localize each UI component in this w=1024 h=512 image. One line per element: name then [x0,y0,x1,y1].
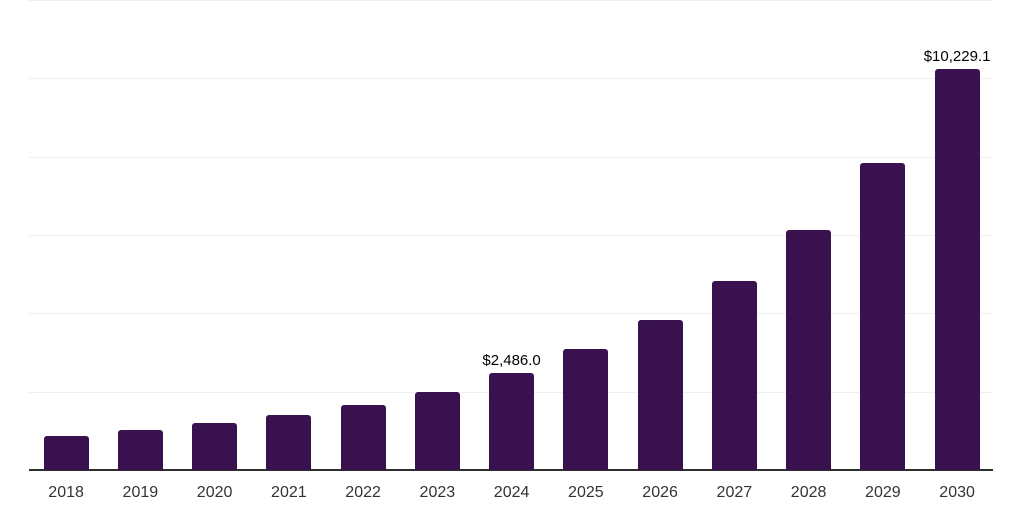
bar-2025[interactable] [563,349,609,470]
bar-2026[interactable] [637,319,683,470]
bar-2030[interactable] [934,69,980,470]
x-axis-label-2024: 2024 [493,484,530,501]
x-axis-label-2027: 2027 [716,484,753,501]
data-label-2024: $2,486.0 [482,351,541,369]
x-axis-label-2020: 2020 [196,484,233,501]
bar-2027[interactable] [711,281,757,470]
x-axis-label-2018: 2018 [48,484,84,501]
x-axis-label-2023: 2023 [419,484,456,501]
bar-2029[interactable] [860,163,906,470]
bar-2019[interactable] [117,430,163,470]
gridline [29,78,993,80]
x-axis-label-2019: 2019 [122,484,159,501]
x-axis-label-2029: 2029 [865,484,901,501]
x-axis-label-2021: 2021 [271,484,307,501]
x-axis-label-2025: 2025 [568,484,604,501]
bar-2021[interactable] [266,414,312,470]
bar-2028[interactable] [786,229,832,470]
bar-2018[interactable] [43,435,89,470]
data-label-2030: $10,229.1 [923,48,991,66]
x-axis-label-2026: 2026 [642,484,678,501]
gridline [29,156,993,158]
gridline [29,0,993,1]
bar-2023[interactable] [414,391,460,470]
bar-2020[interactable] [192,423,238,470]
x-axis-label-2028: 2028 [790,484,827,501]
gridline [29,235,993,236]
x-axis-label-2022: 2022 [345,484,381,501]
bar-2022[interactable] [340,404,386,470]
bar-2024[interactable] [489,372,535,470]
x-axis-line [29,469,993,471]
x-axis-label-2030: 2030 [939,484,975,501]
gridline [29,313,993,315]
